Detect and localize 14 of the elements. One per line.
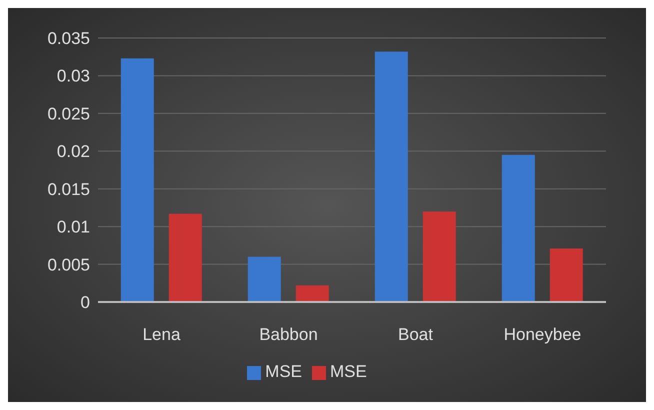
x-tick-label: Lena — [142, 325, 181, 344]
y-tick-label: 0.005 — [47, 255, 90, 274]
y-tick-label: 0.025 — [47, 104, 90, 124]
x-tick-label: Honeybee — [504, 325, 582, 344]
y-tick-label: 0.01 — [56, 218, 90, 237]
legend-label: MSE — [330, 362, 367, 381]
x-tick-label: Babbon — [259, 325, 318, 344]
y-tick-label: 0.035 — [47, 29, 90, 48]
x-tick-label: Boat — [398, 325, 434, 344]
legend-label: MSE — [265, 362, 302, 381]
y-tick-label: 0 — [80, 293, 90, 312]
y-tick-label: 0.02 — [56, 142, 90, 162]
y-tick-label: 0.03 — [56, 66, 90, 86]
y-tick-label: 0.015 — [47, 180, 90, 199]
